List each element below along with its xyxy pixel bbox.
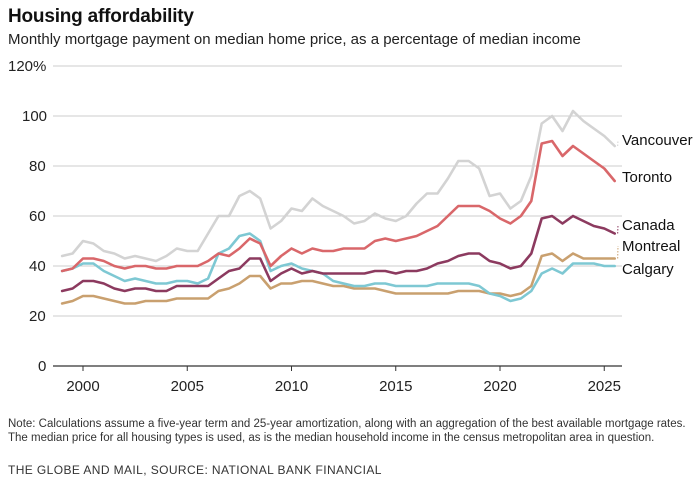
y-tick-label: 60 [29,208,46,225]
y-tick-label: 100 [22,108,47,125]
x-tick-label: 2025 [588,378,621,395]
x-tick-label: 2000 [66,378,99,395]
series-label-toronto: Toronto [622,169,672,186]
x-tick-label: 2010 [275,378,308,395]
x-axis: 2000 2005 2010 2015 2020 2025 [53,365,622,395]
chart-title: Housing affordability [8,6,194,27]
y-tick-label: 20 [29,308,46,325]
x-tick-label: 2020 [483,378,516,395]
series-label-montreal: Montreal [622,238,680,255]
line-chart: 0 20 40 60 80 100 120% 2000 2005 2010 2015 2020 202… [8,58,693,395]
x-tick-label: 2015 [379,378,412,395]
series-label-calgary: Calgary [622,261,674,278]
y-tick-label: 0 [38,358,46,375]
series-line-canada [60,214,617,293]
series-line-vancouver [60,109,617,263]
series-label-canada: Canada [622,217,675,234]
series-labels: Vancouver Montreal Calgary Canada Toronto [617,132,693,278]
x-tick-label: 2005 [171,378,204,395]
y-tick-label: 120% [8,58,46,75]
chart-subtitle: Monthly mortgage payment on median home … [8,31,581,48]
series-line-montreal [60,252,617,305]
series-label-vancouver: Vancouver [622,132,693,149]
series-line-calgary [60,232,617,303]
footnote: Note: Calculations assume a five-year te… [8,418,686,444]
y-tick-label: 80 [29,158,46,175]
series-lines [60,109,617,305]
y-tick-label: 40 [29,258,46,275]
y-axis: 0 20 40 60 80 100 120% [8,58,47,375]
series-line-toronto [60,139,617,273]
source-credit: THE GLOBE AND MAIL, SOURCE: NATIONAL BAN… [8,463,382,477]
